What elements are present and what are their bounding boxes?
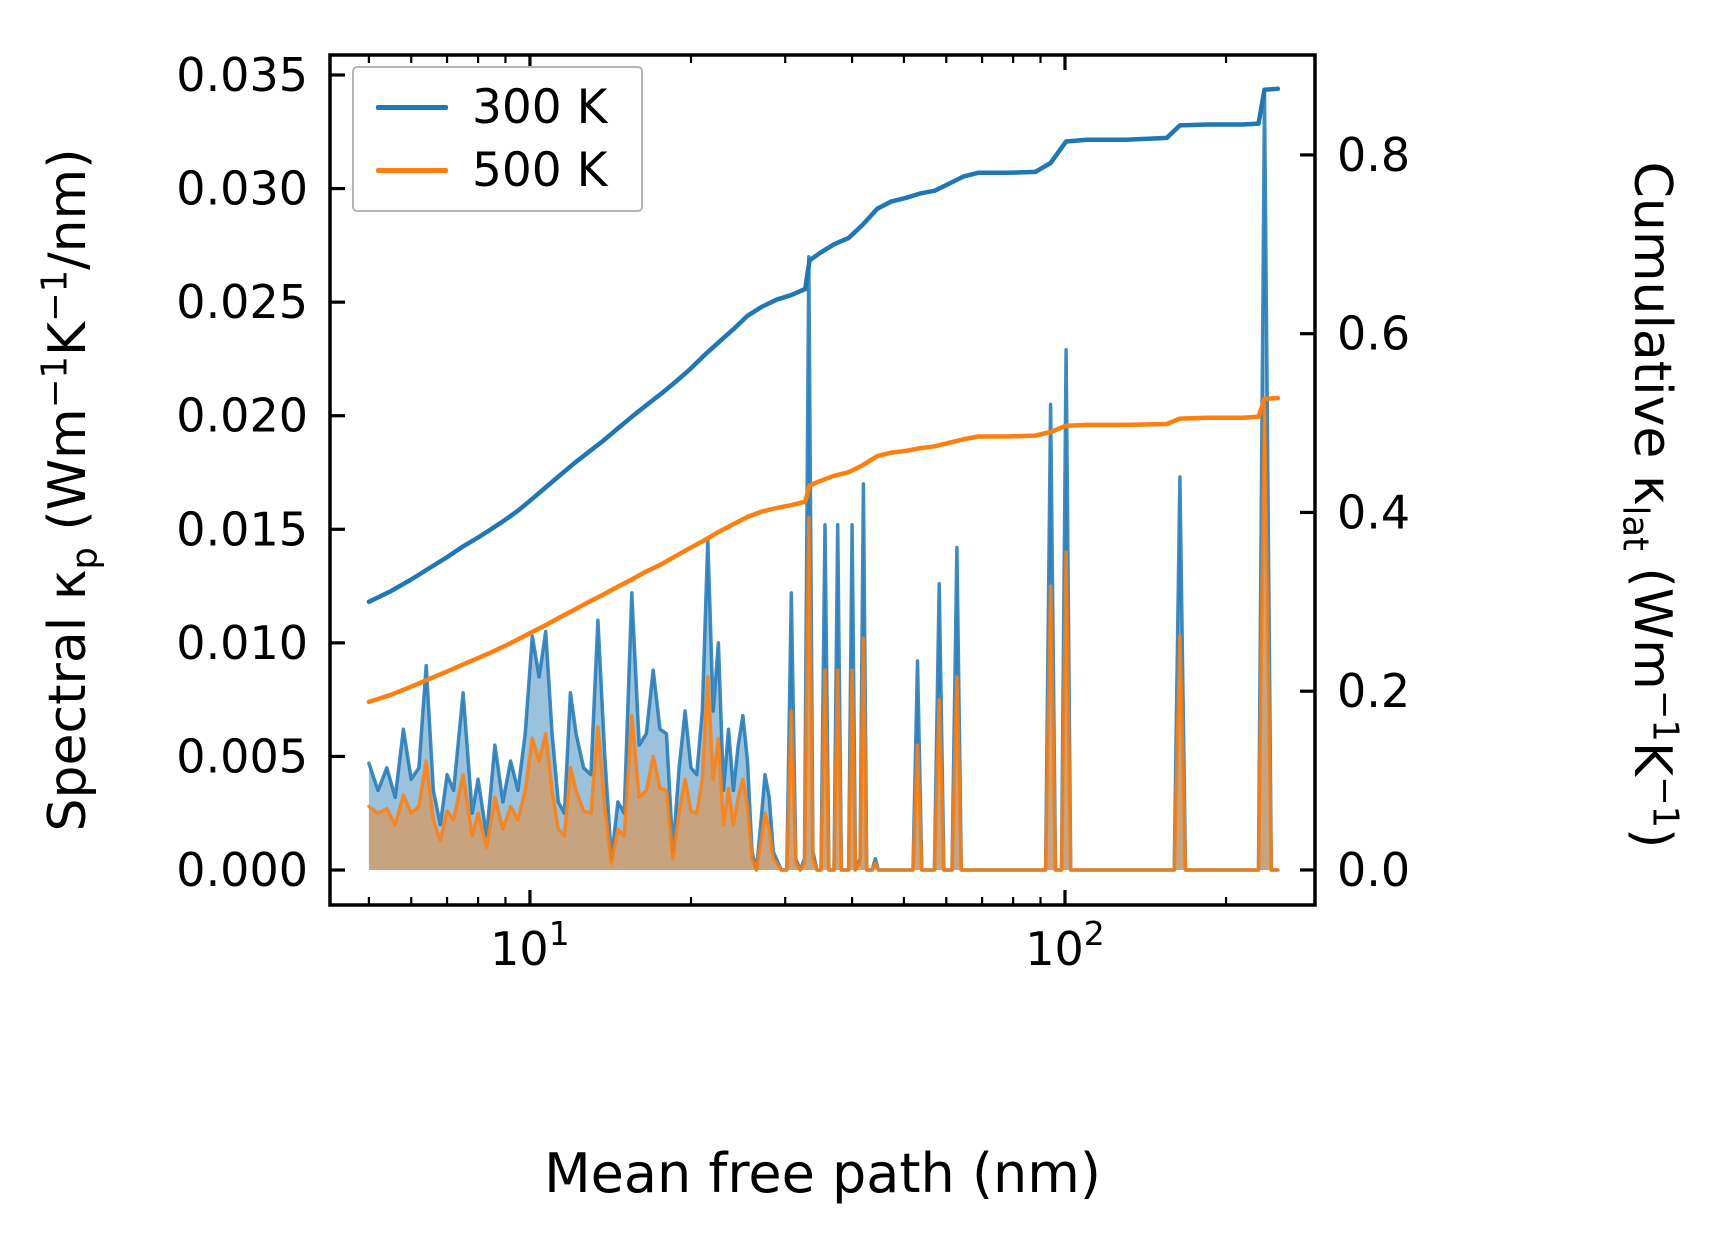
- y-tick-label-left: 0.030: [176, 162, 308, 216]
- x-tick-label: 101: [490, 914, 570, 976]
- legend-item-300k: 300 K: [376, 84, 607, 131]
- series-line-cumulative-500k: [366, 395, 1281, 705]
- y-left-sub: p: [64, 547, 106, 570]
- y-left-k: K: [37, 322, 98, 357]
- legend-swatch-300k: [376, 105, 448, 110]
- y-tick-label-right: 0.2: [1337, 664, 1410, 718]
- legend-item-500k: 500 K: [376, 147, 607, 194]
- y-tick-label-right: 0.8: [1337, 128, 1410, 182]
- legend-label-300k: 300 K: [472, 80, 608, 135]
- y-right-k: K: [1622, 741, 1683, 777]
- y-right-sup1: −1: [1644, 689, 1686, 742]
- y-tick-label-left: 0.035: [176, 48, 308, 102]
- legend: 300 K 500 K: [352, 66, 644, 212]
- y-tick-label-left: 0.015: [176, 502, 308, 556]
- y-tick-label-right: 0.0: [1337, 843, 1410, 897]
- y-right-post: ): [1622, 828, 1683, 849]
- y-axis-label-right: Cumulative κlat (Wm−1K−1): [1615, 162, 1686, 849]
- y-left-sup1: −1: [34, 356, 76, 409]
- series-line-cumulative-300k: [366, 86, 1281, 605]
- y-tick-label-right: 0.6: [1337, 307, 1410, 361]
- y-tick-label-left: 0.025: [176, 275, 308, 329]
- y-tick-label-right: 0.4: [1337, 485, 1410, 539]
- y-left-sup2: −1: [34, 269, 76, 323]
- y-axis-label-left: Spectral κp (Wm−1K−1/nm): [35, 149, 106, 832]
- y-right-sub: lat: [1614, 505, 1656, 551]
- plot-frame: [328, 53, 1317, 907]
- legend-label-500k: 500 K: [472, 143, 608, 198]
- y-tick-label-left: 0.020: [176, 389, 308, 443]
- y-tick-label-left: 0.000: [176, 843, 308, 897]
- y-left-text: Spectral κ: [37, 569, 98, 832]
- y-tick-label-left: 0.010: [176, 616, 308, 670]
- y-left-post: /nm): [37, 148, 98, 270]
- y-right-mid: (Wm: [1622, 550, 1683, 690]
- y-left-mid: (Wm: [37, 408, 98, 548]
- series-line-spectral-500k: [367, 402, 1280, 872]
- y-right-text: Cumulative κ: [1622, 161, 1683, 506]
- x-axis-label: Mean free path (nm): [544, 1142, 1101, 1205]
- y-tick-label-left: 0.005: [176, 729, 308, 783]
- y-right-sup2: −1: [1644, 776, 1686, 829]
- legend-swatch-500k: [376, 168, 448, 173]
- plot-area: [366, 86, 1281, 872]
- x-tick-label: 102: [1025, 914, 1105, 976]
